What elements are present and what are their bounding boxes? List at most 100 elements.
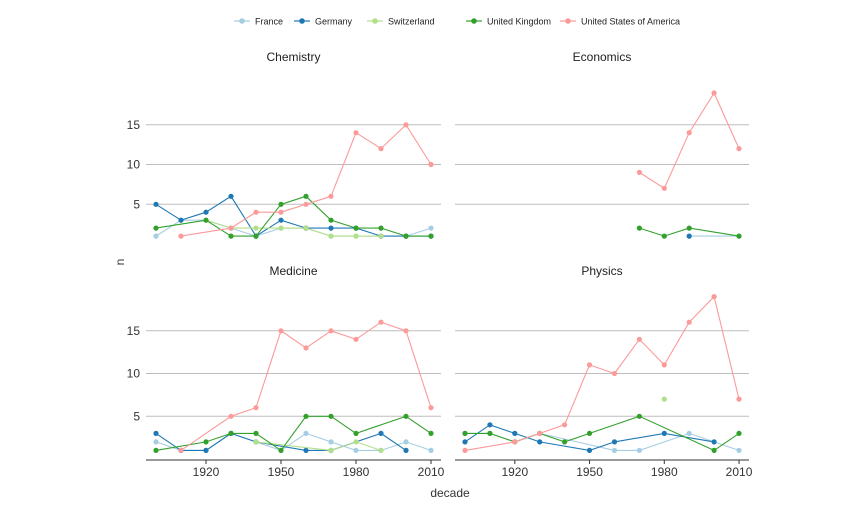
series-physics-germany xyxy=(462,422,717,453)
data-point-physics-united-states-of-america xyxy=(611,370,618,377)
data-point-medicine-united-states-of-america xyxy=(378,319,384,325)
data-point-medicine-france xyxy=(353,447,359,453)
data-point-chemistry-united-kingdom xyxy=(278,201,284,207)
x-tick-label: 1920 xyxy=(501,465,528,479)
series-economics-germany xyxy=(686,233,692,239)
data-point-medicine-united-states-of-america xyxy=(253,405,259,411)
x-tick-label: 2010 xyxy=(418,465,445,479)
data-point-medicine-switzerland xyxy=(378,447,384,453)
data-point-physics-united-states-of-america xyxy=(537,430,543,436)
legend-marker-united-kingdom xyxy=(471,18,477,24)
x-axis-label: decade xyxy=(430,486,470,500)
data-point-chemistry-united-kingdom xyxy=(328,217,334,223)
x-tick-label: 1920 xyxy=(193,465,220,479)
y-tick-label: 10 xyxy=(127,158,141,172)
data-point-economics-united-kingdom xyxy=(686,225,692,231)
data-point-medicine-united-kingdom xyxy=(203,439,209,445)
series-medicine-switzerland xyxy=(253,439,384,453)
series-line-chemistry-united-kingdom xyxy=(155,195,431,237)
data-point-physics-united-states-of-america xyxy=(661,362,667,368)
data-point-physics-united-kingdom xyxy=(636,413,643,419)
data-point-medicine-united-states-of-america xyxy=(428,405,434,411)
series-economics-france xyxy=(686,233,742,239)
data-point-chemistry-switzerland xyxy=(353,233,359,239)
data-point-economics-united-states-of-america xyxy=(736,146,742,152)
data-point-physics-united-kingdom xyxy=(462,430,468,436)
data-point-chemistry-germany xyxy=(328,225,334,231)
y-tick-label: 5 xyxy=(133,197,140,211)
data-point-medicine-united-kingdom xyxy=(328,413,334,419)
data-point-medicine-switzerland xyxy=(328,447,334,453)
data-point-economics-germany xyxy=(686,233,692,239)
data-point-medicine-united-states-of-america xyxy=(403,328,409,334)
data-point-medicine-united-states-of-america xyxy=(178,447,184,453)
data-point-physics-germany xyxy=(586,447,593,453)
data-point-chemistry-united-kingdom xyxy=(303,193,309,199)
data-point-physics-germany xyxy=(661,430,667,436)
panel-medicine: Medicine 5 10 15 1920 1950 1980 2010 xyxy=(127,264,445,479)
data-point-chemistry-germany xyxy=(228,193,234,199)
series-line-medicine-switzerland xyxy=(255,441,382,451)
data-point-medicine-france xyxy=(428,447,434,453)
series-economics-united-kingdom xyxy=(636,225,742,239)
data-point-medicine-united-states-of-america xyxy=(353,336,359,342)
panel-title-physics: Physics xyxy=(581,264,622,278)
data-point-chemistry-united-states-of-america xyxy=(178,233,184,239)
data-point-chemistry-france xyxy=(428,225,434,231)
data-point-medicine-germany xyxy=(303,447,309,453)
data-point-chemistry-united-states-of-america xyxy=(353,130,359,136)
data-point-medicine-united-kingdom xyxy=(303,413,309,419)
data-point-chemistry-switzerland xyxy=(378,233,384,239)
series-line-physics-germany xyxy=(464,424,715,451)
data-point-medicine-united-states-of-america xyxy=(228,413,234,419)
data-point-medicine-united-kingdom xyxy=(428,430,434,436)
data-point-chemistry-germany xyxy=(178,217,184,223)
data-point-medicine-germany xyxy=(378,430,384,436)
legend-item-united-kingdom: United Kingdom xyxy=(466,17,551,27)
chart-panels: Chemistry 5 10 15 Economics Medicine 5 10 15 1920… xyxy=(127,50,753,479)
y-tick-label: 10 xyxy=(127,367,141,381)
x-tick-label: 2010 xyxy=(726,465,753,479)
series-physics-switzerland xyxy=(661,396,667,402)
data-point-medicine-switzerland xyxy=(353,439,359,445)
data-point-physics-france xyxy=(686,430,692,436)
data-point-economics-united-states-of-america xyxy=(661,185,667,191)
data-point-chemistry-united-states-of-america xyxy=(378,146,384,152)
data-point-economics-united-kingdom xyxy=(661,233,667,239)
data-point-chemistry-switzerland xyxy=(303,225,309,231)
data-point-chemistry-united-kingdom xyxy=(403,233,409,239)
series-economics-united-states-of-america xyxy=(636,90,742,191)
data-point-chemistry-united-states-of-america xyxy=(228,225,234,231)
data-point-economics-united-states-of-america xyxy=(686,130,692,136)
data-point-medicine-germany xyxy=(203,447,209,453)
data-point-physics-germany xyxy=(487,422,493,428)
series-chemistry-united-kingdom xyxy=(153,193,434,239)
legend-item-germany: Germany xyxy=(294,17,353,27)
data-point-chemistry-switzerland xyxy=(253,225,259,231)
data-point-physics-france xyxy=(611,447,618,453)
legend-label-united-states-of-america: United States of America xyxy=(581,17,680,27)
panel-title-economics: Economics xyxy=(573,50,632,64)
data-point-physics-united-states-of-america xyxy=(512,439,518,445)
legend-marker-switzerland xyxy=(372,18,378,24)
y-tick-label: 15 xyxy=(127,324,141,338)
data-point-physics-united-kingdom xyxy=(562,439,568,445)
x-tick-label: 1980 xyxy=(343,465,370,479)
series-chemistry-united-states-of-america xyxy=(178,122,434,239)
data-point-chemistry-united-kingdom xyxy=(353,225,359,231)
data-point-chemistry-united-states-of-america xyxy=(428,161,434,168)
series-medicine-united-states-of-america xyxy=(178,319,434,453)
data-point-chemistry-germany xyxy=(278,217,284,223)
legend-item-switzerland: Switzerland xyxy=(367,17,435,27)
data-point-chemistry-united-states-of-america xyxy=(253,209,259,215)
data-point-medicine-germany xyxy=(153,430,159,436)
data-point-physics-germany xyxy=(711,439,717,445)
series-line-chemistry-united-states-of-america xyxy=(180,123,432,237)
y-tick-label: 5 xyxy=(133,409,140,423)
data-point-medicine-united-kingdom xyxy=(153,447,159,453)
legend-label-united-kingdom: United Kingdom xyxy=(487,17,551,27)
data-point-physics-united-states-of-america xyxy=(711,294,717,300)
series-line-physics-france xyxy=(465,432,740,451)
data-point-chemistry-united-kingdom xyxy=(203,217,209,223)
